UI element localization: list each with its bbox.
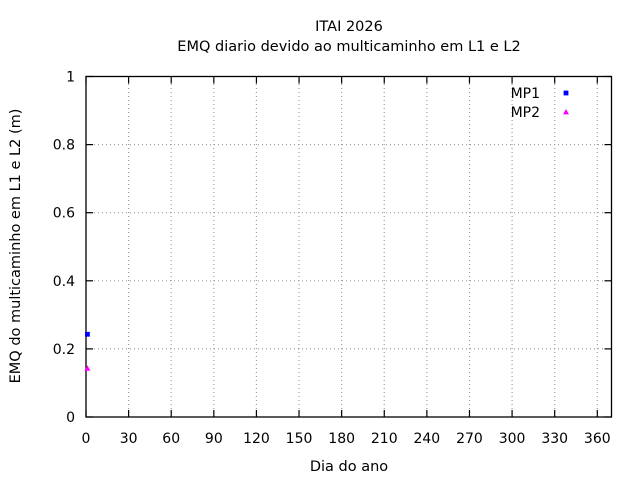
tick-label-x-270: 270 — [456, 431, 483, 447]
tick-label-y-1: 1 — [66, 70, 75, 86]
tick-label-x-330: 330 — [541, 431, 568, 447]
tick-label-x-150: 150 — [286, 431, 313, 447]
tick-label-x-240: 240 — [413, 431, 440, 447]
tick-label-y-0.4: 0.4 — [53, 274, 75, 290]
chart-subtitle: EMQ diario devido ao multicaminho em L1 … — [177, 39, 520, 55]
tick-label-y-0.2: 0.2 — [53, 342, 75, 358]
plot-border — [85, 75, 613, 418]
y-axis-label: EMQ do multicaminho em L1 e L2 (m) — [8, 109, 24, 384]
data-point-MP1-0 — [85, 331, 90, 337]
tick-label-x-300: 300 — [499, 431, 526, 447]
x-axis-label: Dia do ano — [310, 459, 388, 475]
tick-label-x-30: 30 — [120, 431, 138, 447]
tick-label-x-90: 90 — [205, 431, 223, 447]
legend-label-MP1: MP1 — [511, 86, 540, 102]
plot-area: 0 30 60 90 120 150 180 210 240 270 300 330 360 0 0.2 0.… — [53, 70, 613, 447]
tick-label-x-360: 360 — [584, 431, 611, 447]
tick-label-y-0.8: 0.8 — [53, 138, 75, 154]
tick-label-y-0.6: 0.6 — [53, 206, 75, 222]
tick-label-x-0: 0 — [82, 431, 91, 447]
data-point-MP2-0 — [84, 365, 91, 371]
legend-marker-MP2 — [563, 109, 569, 115]
tick-label-x-210: 210 — [371, 431, 398, 447]
legend-marker-MP1 — [563, 90, 569, 96]
tick-label-x-180: 180 — [328, 431, 355, 447]
chart-title: ITAI 2026 — [315, 19, 383, 35]
legend-label-MP2: MP2 — [511, 105, 540, 121]
tick-label-x-120: 120 — [243, 431, 270, 447]
tick-label-x-60: 60 — [162, 431, 180, 447]
tick-label-y-0: 0 — [66, 410, 75, 426]
